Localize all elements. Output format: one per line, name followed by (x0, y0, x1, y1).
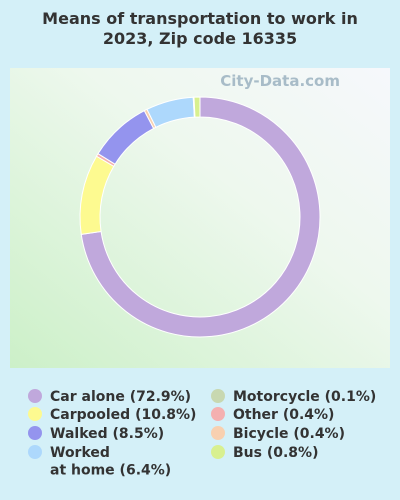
legend-label: Car alone (72.9%) (50, 389, 191, 405)
legend-label: Bicycle (0.4%) (233, 426, 345, 442)
legend-label: Carpooled (10.8%) (50, 407, 196, 423)
legend-label: Walked (8.5%) (50, 426, 164, 442)
legend-swatch (211, 407, 225, 421)
watermark: City-Data.com (220, 72, 340, 90)
legend-label: Bus (0.8%) (233, 445, 318, 461)
legend-swatch (28, 426, 42, 440)
legend-swatch (211, 389, 225, 403)
legend-swatch (28, 389, 42, 403)
legend-swatch (28, 407, 42, 421)
legend-swatch (211, 426, 225, 440)
legend-swatch (28, 445, 42, 459)
chart-title: Means of transportation to work in 2023, … (42, 9, 358, 48)
legend-label: Other (0.4%) (233, 407, 334, 423)
legend-swatch (211, 445, 225, 459)
legend-label: Worked at home (6.4%) (50, 445, 171, 479)
legend-label: Motorcycle (0.1%) (233, 389, 376, 405)
slice (80, 96, 321, 338)
slice (193, 96, 201, 118)
